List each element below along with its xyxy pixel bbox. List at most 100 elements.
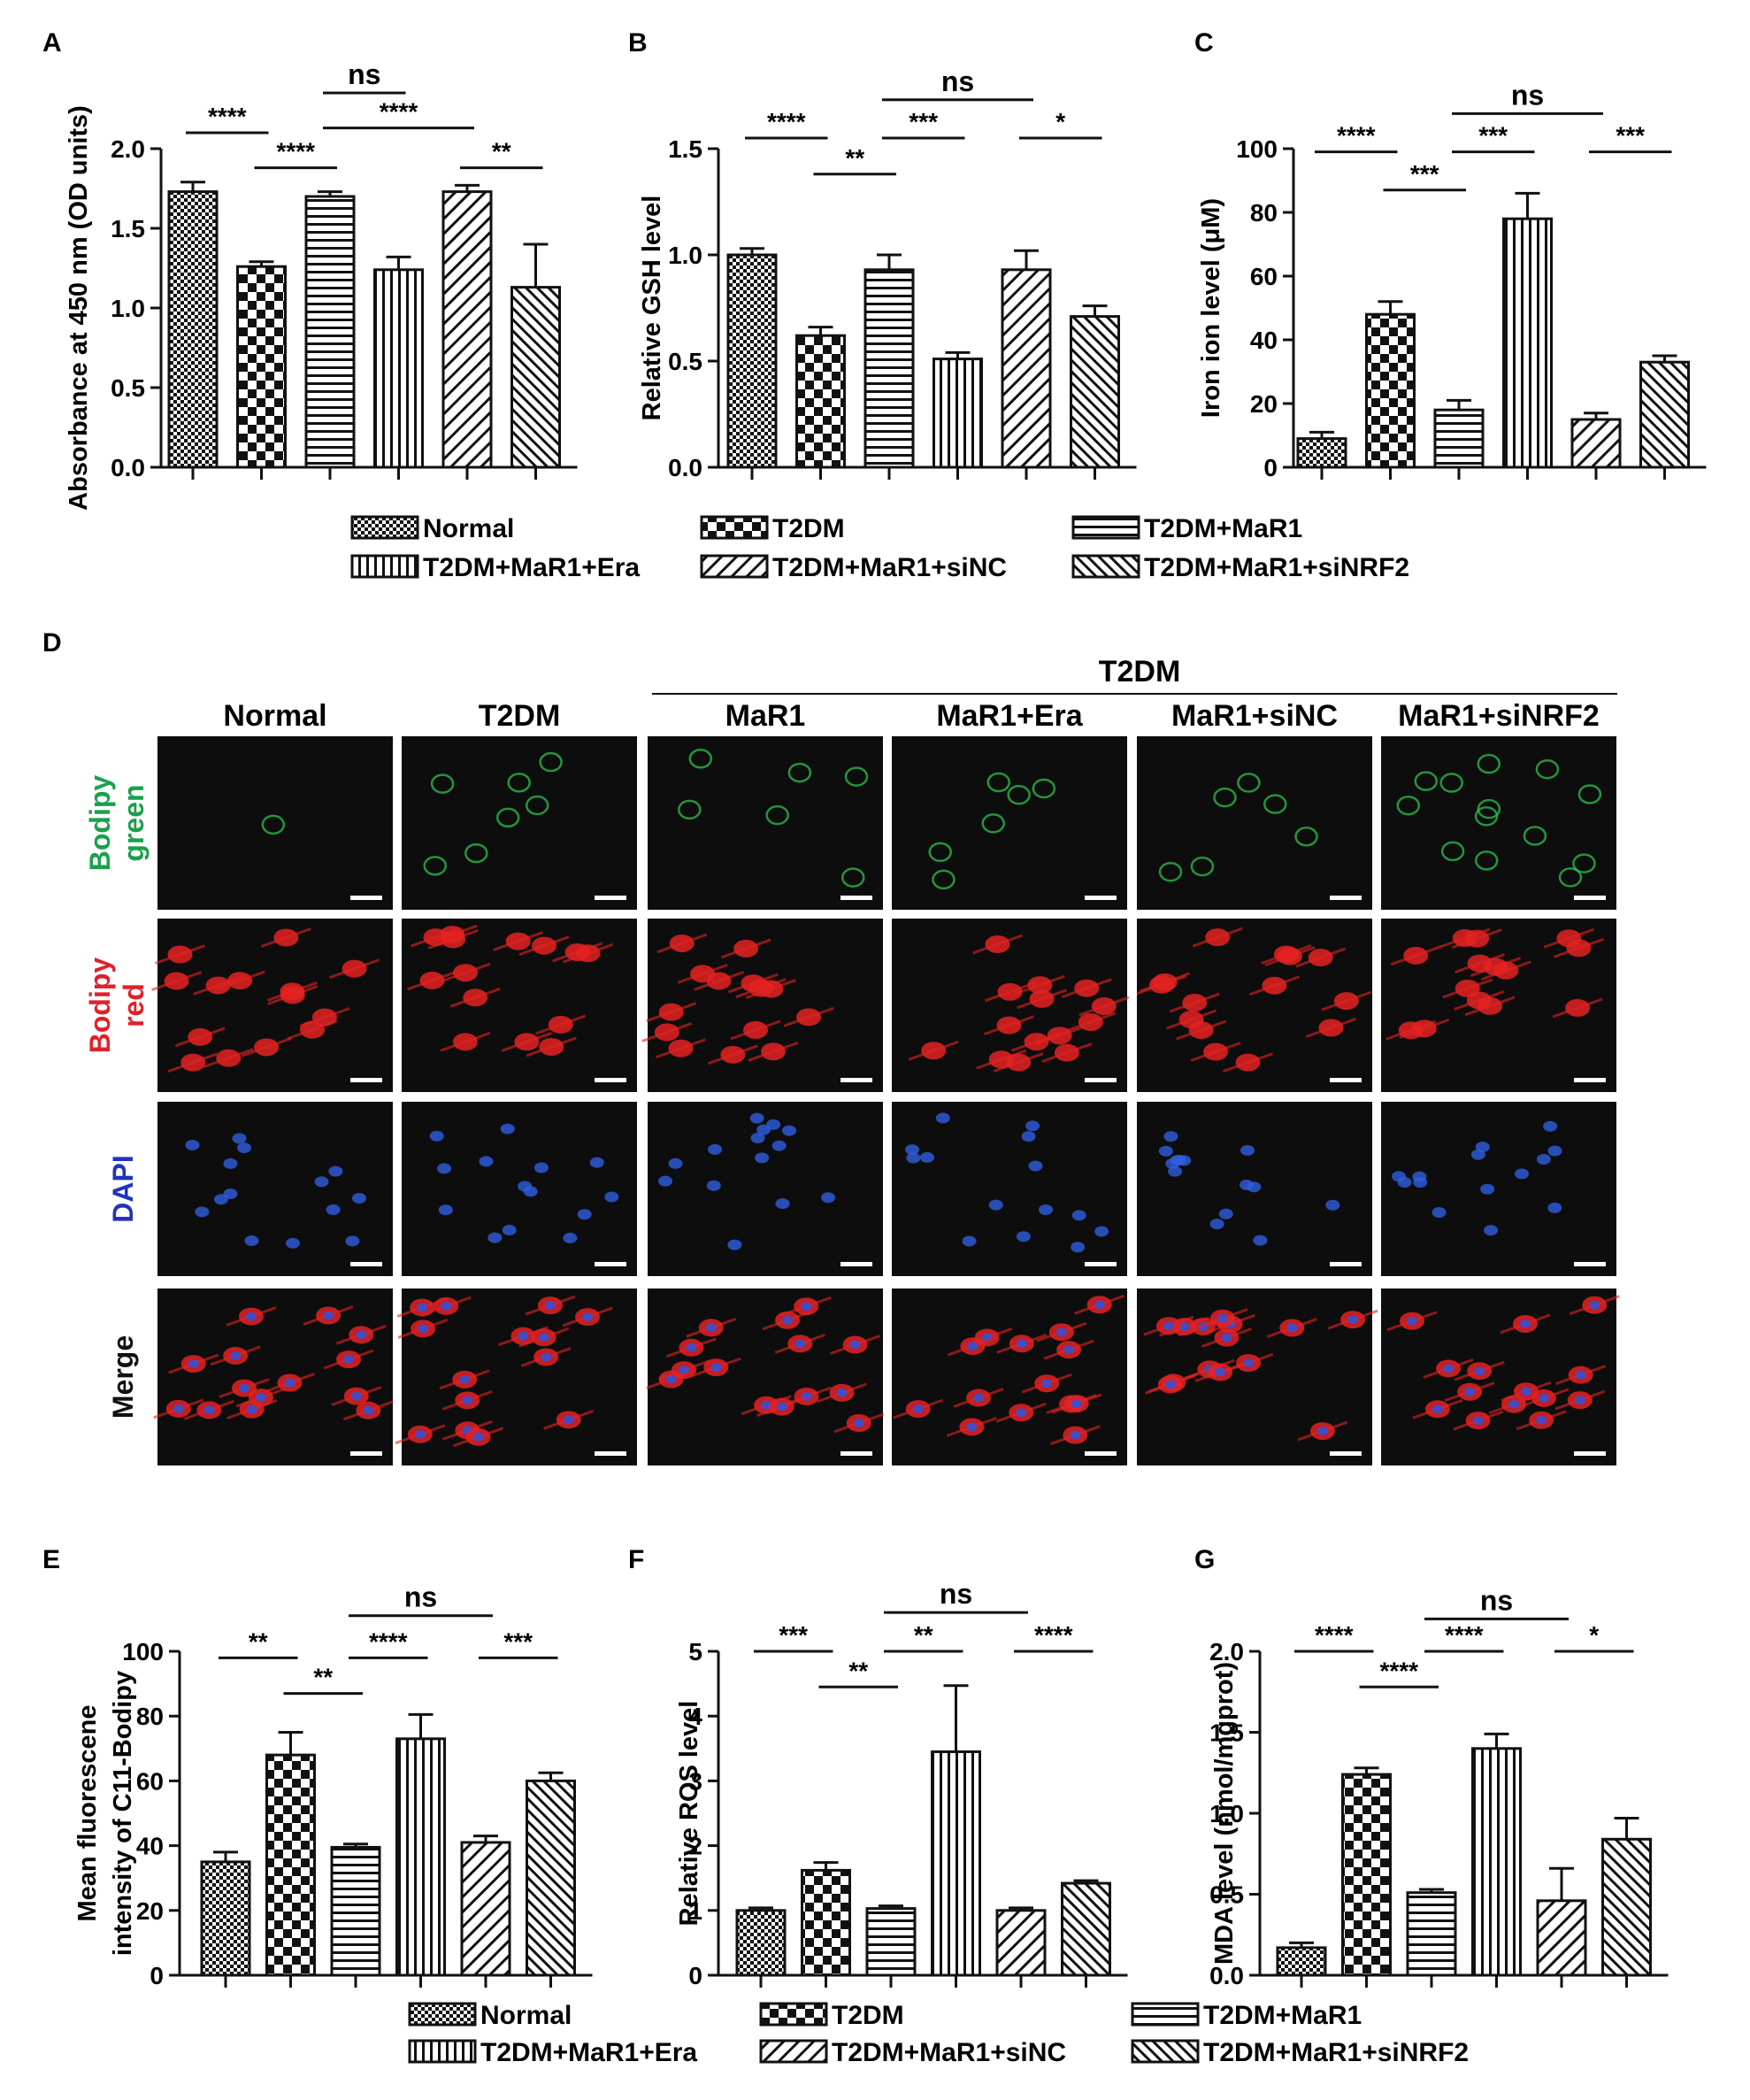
cell-process [1442,978,1493,999]
bar-E-0 [200,1860,251,1977]
significance-label: **** [276,138,315,165]
nucleus-mark [658,1175,673,1187]
cell-process [1014,974,1065,996]
y-tick-label: 80 [136,1703,164,1730]
cell-mark [932,869,956,890]
bar-F-2 [865,1907,917,1977]
micrograph [1381,736,1616,910]
nucleus-mark [1431,1404,1443,1414]
nucleus-mark [236,1142,251,1154]
cell-process [730,1019,781,1041]
nucleus-mark [1412,1171,1427,1182]
cell-mark [1213,787,1237,808]
significance-label: ** [313,1664,333,1691]
cell-process [552,942,603,963]
cell-mark [525,795,549,816]
y-tick-label: 4 [688,1703,702,1730]
bar-charts: A 0.0 0.5 1.0 1.5 2.0 Absorbance at 450 nm (OD… [42,28,1707,1989]
cell-process [1190,1042,1241,1062]
cell-mark [1535,758,1560,780]
cell-process [518,935,570,957]
nucleus-mark [255,1393,266,1403]
scale-bar [1574,1078,1606,1082]
cell-mark [678,799,702,820]
panel-letter-G: G [1194,1545,1215,1574]
cell-process [1248,975,1300,996]
significance-label: ns [1480,1584,1513,1616]
micrograph [157,736,393,910]
cell-process [1305,1017,1356,1038]
nucleus-mark [1240,1144,1255,1156]
legend-label: T2DM [772,514,845,543]
scale-bar [1330,1078,1362,1082]
legend-swatch [759,2039,828,2064]
scale-bar [595,896,626,900]
y-tick-label: 60 [136,1767,164,1795]
significance-label: *** [1478,122,1508,150]
cell-process [1078,996,1130,1017]
cell-mark [495,807,520,828]
cell-process [908,1040,959,1061]
nucleus-mark [912,1404,924,1414]
nucleus-mark [1071,1210,1086,1221]
bar-C-5 [1639,360,1690,469]
significance-label: ns [1511,79,1544,111]
nucleus-mark [1464,1387,1476,1396]
nucleus-mark [801,1302,812,1312]
cell-mark [1396,795,1421,816]
y-tick-label: 100 [122,1638,164,1665]
nucleus-mark [500,1123,515,1135]
nucleus-mark [230,1350,242,1360]
nucleus-mark [771,1140,787,1151]
y-tick-label: 60 [1250,263,1278,290]
cell-process [1552,997,1603,1019]
legend-swatch [1071,554,1140,579]
nucleus-mark [417,1303,428,1312]
cell-process [641,1022,693,1042]
nucleus-mark [1547,1145,1562,1157]
legend-swatch [1131,2039,1200,2064]
cell-process [1166,1009,1217,1030]
nucleus-mark [1543,1120,1558,1132]
cell-process [151,971,203,991]
micrograph [892,919,1130,1092]
significance-label: **** [1379,1657,1418,1684]
y-tick-label: 100 [1236,135,1278,163]
cell-process [783,1006,834,1027]
legend-swatch [1071,515,1140,540]
cell-mark [1577,784,1602,804]
column-label: Normal [223,699,326,733]
cell-mark [539,751,563,773]
y-tick-label: 40 [1250,327,1278,354]
cell-process [646,1002,697,1023]
nucleus-mark [821,1192,836,1204]
cell-process [1543,927,1594,949]
nucleus-mark [966,1422,978,1432]
cell-process [501,1031,552,1052]
legend-swatch [1131,2002,1200,2027]
nucleus-mark [203,1405,215,1415]
nucleus-mark [1063,1345,1075,1355]
nucleus-mark [441,1301,452,1311]
cell-process [329,958,380,980]
cell-mark [928,842,952,863]
nucleus-mark [1316,1427,1328,1436]
significance-label: ** [492,138,511,165]
scale-bar [840,1451,872,1456]
nucleus-mark [1178,1322,1190,1332]
micrograph [157,1102,393,1276]
cell-mark [981,813,1005,834]
nucleus-mark [1589,1300,1600,1310]
nucleus-mark [173,1404,184,1413]
bar-G-3 [1471,1747,1522,1977]
significance-label: **** [1445,1621,1484,1649]
nucleus-mark [563,1232,578,1243]
cell-process [241,1036,292,1058]
nucleus-mark [604,1191,619,1203]
significance-label: *** [1410,160,1439,188]
cell-mark [1477,798,1501,819]
nucleus-mark [244,1235,259,1247]
bar-B-1 [795,334,846,469]
nucleus-mark [1325,1199,1340,1211]
